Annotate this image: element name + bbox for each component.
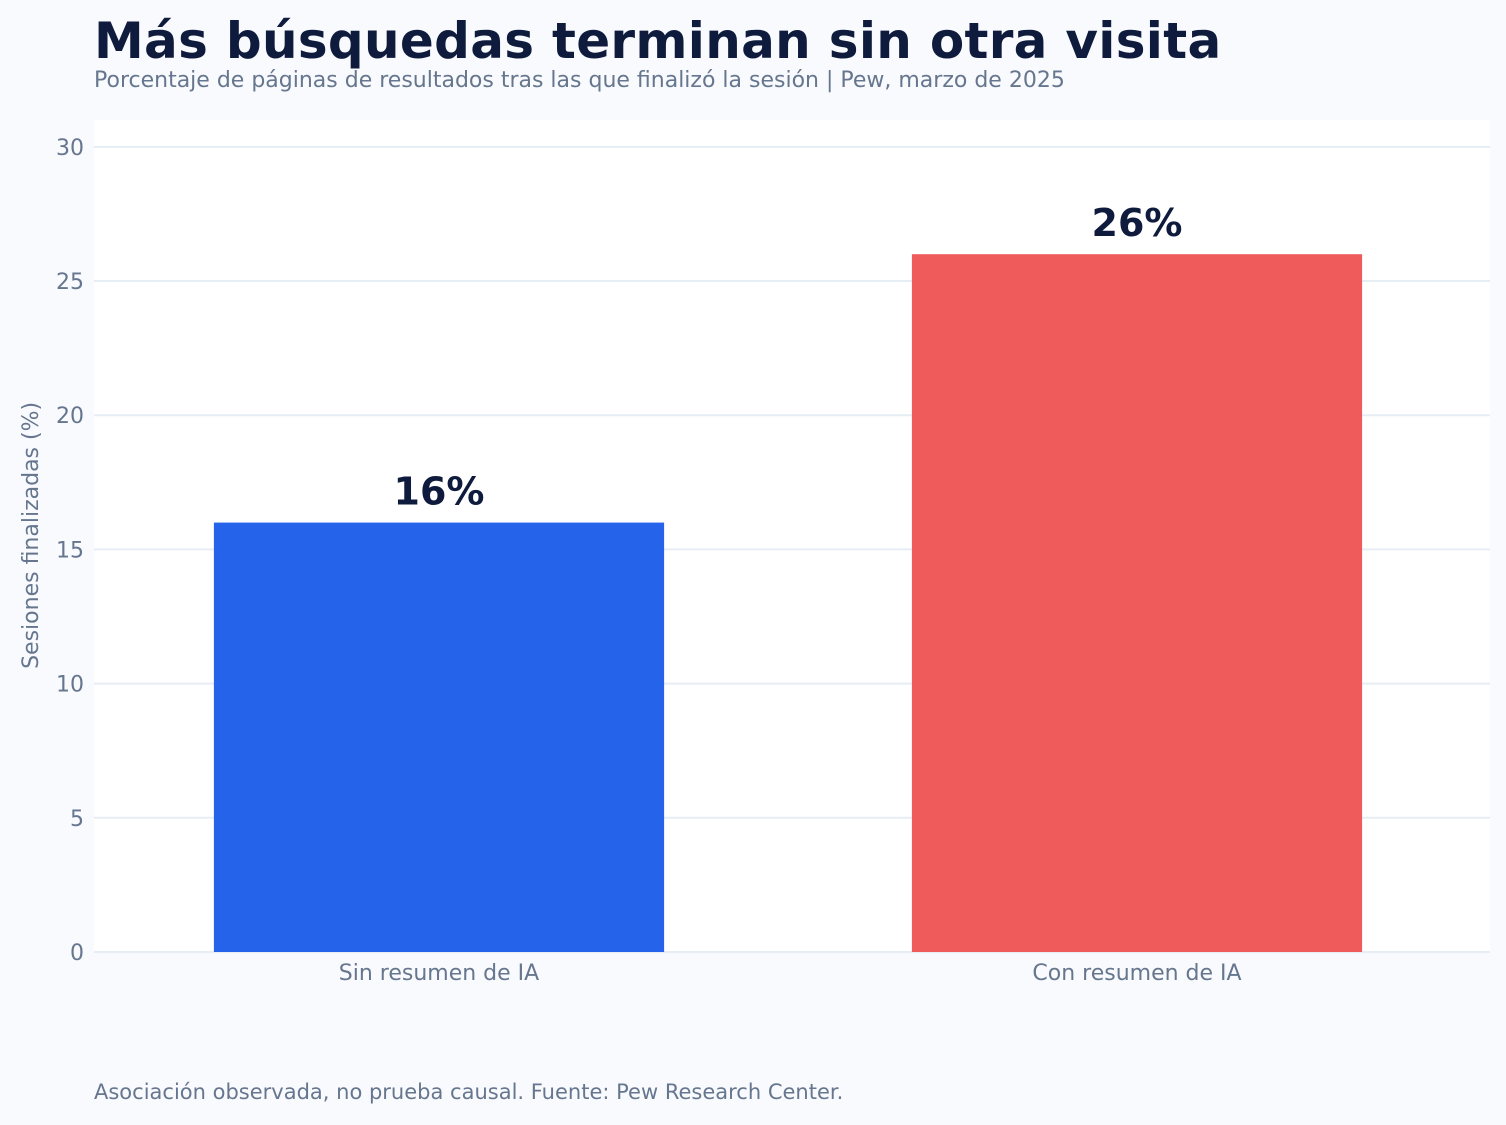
- bar: [911, 254, 1363, 952]
- chart-footnote: Asociación observada, no prueba causal. …: [94, 1080, 844, 1104]
- y-tick-label: 15: [56, 538, 84, 563]
- data-label: 16%: [394, 470, 485, 514]
- y-tick-label: 10: [56, 673, 84, 698]
- x-axis-categories: Sin resumen de IA Con resumen de IA: [339, 961, 1242, 986]
- y-axis-title: Sesiones finalizadas (%): [19, 402, 44, 669]
- bars: [213, 254, 1363, 952]
- y-axis-ticks: 0 5 10 15 20 25 30: [56, 136, 84, 966]
- y-tick-label: 25: [56, 270, 84, 295]
- x-tick-label: Sin resumen de IA: [339, 961, 539, 986]
- chart-title: Más búsquedas terminan sin otra visita: [94, 12, 1222, 70]
- data-label: 26%: [1092, 201, 1183, 245]
- y-tick-label: 5: [70, 807, 84, 832]
- x-tick-label: Con resumen de IA: [1032, 961, 1241, 986]
- data-labels: 16% 26%: [394, 201, 1183, 513]
- y-tick-label: 20: [56, 404, 84, 429]
- chart-subtitle: Porcentaje de páginas de resultados tras…: [94, 68, 1065, 93]
- bar: [213, 522, 665, 952]
- y-tick-label: 30: [56, 136, 84, 161]
- y-tick-label: 0: [70, 941, 84, 966]
